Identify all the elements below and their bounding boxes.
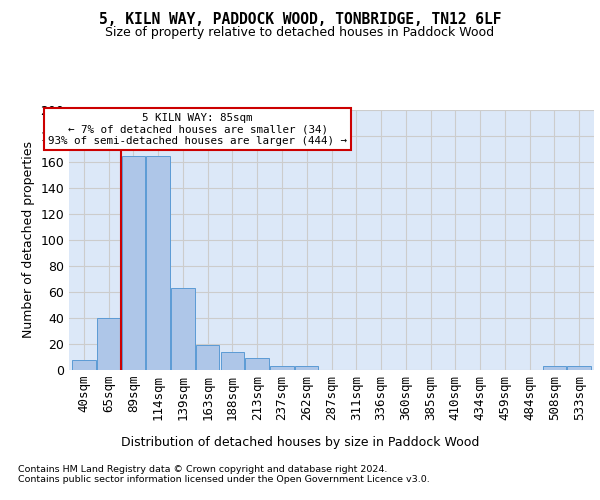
Text: 5, KILN WAY, PADDOCK WOOD, TONBRIDGE, TN12 6LF: 5, KILN WAY, PADDOCK WOOD, TONBRIDGE, TN… xyxy=(99,12,501,28)
Text: Distribution of detached houses by size in Paddock Wood: Distribution of detached houses by size … xyxy=(121,436,479,449)
Text: 5 KILN WAY: 85sqm
← 7% of detached houses are smaller (34)
93% of semi-detached : 5 KILN WAY: 85sqm ← 7% of detached house… xyxy=(48,112,347,146)
Bar xyxy=(72,360,95,370)
Bar xyxy=(295,366,319,370)
Bar xyxy=(146,156,170,370)
Bar xyxy=(245,358,269,370)
Bar xyxy=(122,156,145,370)
Text: Size of property relative to detached houses in Paddock Wood: Size of property relative to detached ho… xyxy=(106,26,494,39)
Text: Contains HM Land Registry data © Crown copyright and database right 2024.: Contains HM Land Registry data © Crown c… xyxy=(18,464,388,473)
Y-axis label: Number of detached properties: Number of detached properties xyxy=(22,142,35,338)
Bar xyxy=(270,366,294,370)
Bar xyxy=(196,346,220,370)
Bar xyxy=(568,366,591,370)
Bar xyxy=(221,352,244,370)
Bar xyxy=(97,318,121,370)
Bar xyxy=(171,288,194,370)
Text: Contains public sector information licensed under the Open Government Licence v3: Contains public sector information licen… xyxy=(18,476,430,484)
Bar xyxy=(542,366,566,370)
